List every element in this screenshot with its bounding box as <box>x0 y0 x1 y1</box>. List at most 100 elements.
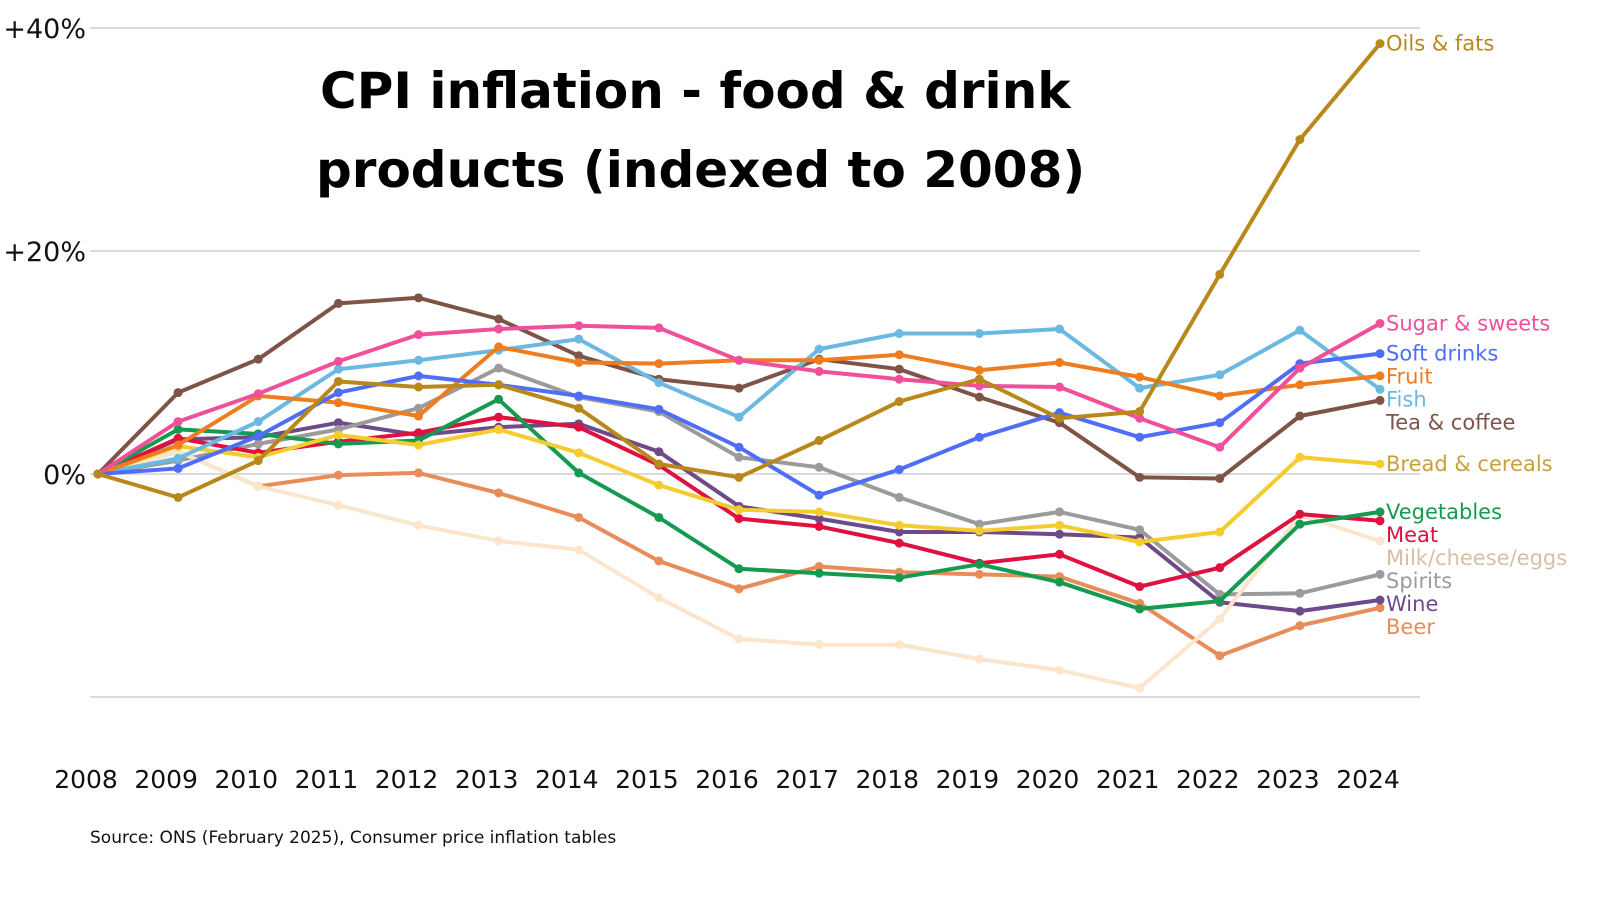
data-point-bread-cereals <box>894 520 904 530</box>
data-point-oils-fats <box>974 374 984 384</box>
series-label-beer: Beer <box>1386 615 1435 639</box>
source-note: Source: ONS (February 2025), Consumer pr… <box>90 828 616 848</box>
data-point-beer <box>654 556 664 566</box>
y-tick-label: +40% <box>3 14 86 45</box>
data-point-meat <box>734 514 744 524</box>
x-tick-label: 2008 <box>54 765 118 794</box>
data-point-soft-drinks <box>333 388 343 398</box>
data-point-fish <box>574 334 584 344</box>
data-point-oils-fats <box>1215 269 1225 279</box>
data-point-beer <box>414 468 423 478</box>
data-point-fish <box>974 329 984 339</box>
data-point-soft-drinks <box>414 371 423 381</box>
data-point-vegetables <box>574 468 584 478</box>
data-point-sugar-sweets <box>1135 413 1145 423</box>
data-point-beer <box>1375 603 1385 613</box>
series-label-fish: Fish <box>1386 388 1427 412</box>
data-point-meat <box>1375 516 1385 526</box>
x-tick-label: 2016 <box>695 765 759 794</box>
data-point-sugar-sweets <box>1215 442 1225 452</box>
data-point-oils-fats <box>333 376 343 386</box>
y-tick-label: +20% <box>3 237 86 268</box>
data-point-tea-coffee <box>894 364 904 374</box>
data-point-fruit <box>894 350 904 360</box>
x-axis-ticks: 2008 2009 2010 2011 2012 2013 2014 2015 2016 2017… <box>54 765 1400 794</box>
data-point-bread-cereals <box>1135 537 1145 547</box>
data-point-soft-drinks <box>173 463 183 473</box>
data-point-tea-coffee <box>173 388 183 398</box>
data-point-tea-coffee <box>734 383 744 393</box>
data-point-milk-cheese-eggs <box>814 640 824 650</box>
data-point-spirits <box>1375 569 1385 579</box>
data-point-meat <box>814 521 824 531</box>
x-tick-label: 2014 <box>535 765 599 794</box>
data-point-sugar-sweets <box>894 374 904 384</box>
data-point-sugar-sweets <box>814 366 824 376</box>
x-tick-label: 2010 <box>214 765 278 794</box>
data-point-oils-fats <box>253 456 263 466</box>
data-point-fruit <box>654 359 664 369</box>
data-point-milk-cheese-eggs <box>1055 665 1064 675</box>
data-point-oils-fats <box>414 382 423 392</box>
data-point-meat <box>1055 549 1064 559</box>
data-point-beer <box>734 584 744 594</box>
data-point-vegetables <box>1215 596 1225 606</box>
data-point-fruit <box>173 440 183 450</box>
data-point-tea-coffee <box>574 351 584 361</box>
data-point-oils-fats <box>654 459 664 469</box>
data-point-sugar-sweets <box>574 321 584 331</box>
data-point-soft-drinks <box>734 442 744 452</box>
y-tick-label: 0% <box>43 460 86 491</box>
data-point-milk-cheese-eggs <box>1135 683 1145 693</box>
data-point-sugar-sweets <box>654 323 664 333</box>
data-point-soft-drinks <box>1215 418 1225 428</box>
data-point-meat <box>1295 509 1305 519</box>
data-point-fish <box>894 329 904 339</box>
data-point-soft-drinks <box>974 432 984 442</box>
data-point-spirits <box>734 452 744 462</box>
x-tick-label: 2021 <box>1096 765 1160 794</box>
data-point-bread-cereals <box>494 424 504 434</box>
data-point-bread-cereals <box>1375 459 1385 469</box>
series-sugar-sweets <box>93 318 1385 479</box>
data-point-oils-fats <box>1375 39 1385 49</box>
data-point-milk-cheese-eggs <box>333 500 343 510</box>
data-point-vegetables <box>494 394 504 404</box>
series-layer <box>93 39 1385 693</box>
data-point-soft-drinks <box>894 465 904 475</box>
series-line-beer <box>96 449 1382 658</box>
series-line-fish <box>96 327 1382 476</box>
data-point-milk-cheese-eggs <box>894 640 904 650</box>
data-point-soft-drinks <box>253 431 263 441</box>
chart-title-line-1: CPI inflation - food & drink <box>320 62 1072 120</box>
data-point-fish <box>1375 384 1385 394</box>
data-point-bread-cereals <box>1055 520 1064 530</box>
data-point-fruit <box>1215 391 1225 401</box>
data-point-soft-drinks <box>814 490 824 500</box>
data-point-soft-drinks <box>1375 349 1385 359</box>
data-point-beer <box>333 470 343 480</box>
data-point-tea-coffee <box>1135 472 1145 482</box>
data-point-beer <box>1215 651 1225 661</box>
data-point-bread-cereals <box>974 526 984 536</box>
series-label-fruit: Fruit <box>1386 365 1433 389</box>
series-label-bread-cereals: Bread & cereals <box>1386 452 1553 476</box>
data-point-fish <box>1215 370 1225 380</box>
data-point-tea-coffee <box>253 354 263 364</box>
data-point-vegetables <box>974 559 984 569</box>
data-point-milk-cheese-eggs <box>574 545 584 555</box>
data-point-fruit <box>1055 358 1064 367</box>
x-tick-label: 2009 <box>134 765 198 794</box>
data-point-tea-coffee <box>1295 411 1305 421</box>
data-point-bread-cereals <box>654 480 664 490</box>
chart-title-line-2: products (indexed to 2008) <box>316 141 1085 199</box>
data-point-spirits <box>974 519 984 529</box>
data-point-fish <box>654 378 664 388</box>
series-labels: Oils & fats Sugar & sweets Soft drinksFrui… <box>1385 32 1567 639</box>
data-point-vegetables <box>814 568 824 578</box>
x-tick-label: 2015 <box>615 765 679 794</box>
data-point-oils-fats <box>1055 413 1064 423</box>
data-point-meat <box>894 538 904 548</box>
data-point-vegetables <box>333 439 343 449</box>
